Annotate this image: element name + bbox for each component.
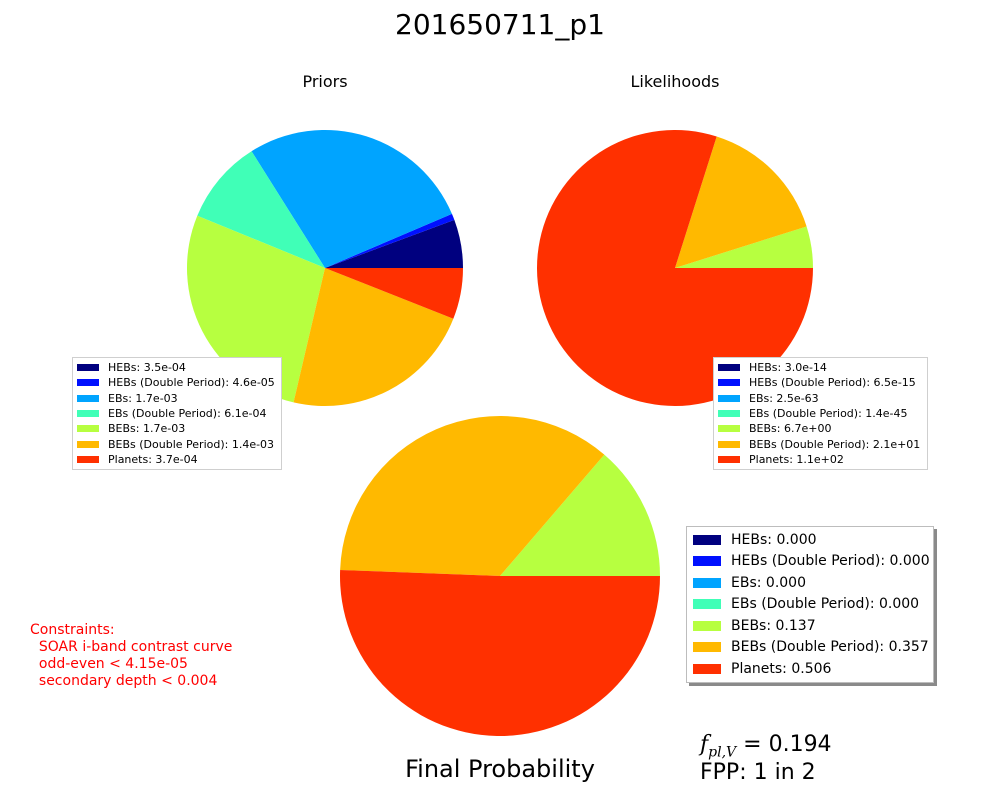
legend-swatch [693,642,721,653]
pie-slice-bebs [500,454,660,576]
pie-slice-ebs-double-period [197,151,325,268]
pie-slice-planets [340,569,660,736]
legend-entry-hebs-double-period: HEBs (Double Period): 0.000 [693,551,930,573]
legend-label: EBs (Double Period): 6.1e-04 [108,407,267,421]
legend-swatch [718,410,740,418]
legend-entry-ebs: EBs: 2.5e-63 [718,391,923,406]
legend-label: EBs (Double Period): 1.4e-45 [749,407,908,421]
legend-label: HEBs: 0.000 [731,531,817,548]
final-probability-pie-chart [340,415,660,736]
fpp-value: FPP: 1 in 2 [700,760,816,785]
legend-swatch [693,556,721,567]
legend-entry-ebs-double-period: EBs (Double Period): 0.000 [693,594,927,616]
legend-label: Planets: 3.7e-04 [108,452,198,466]
fpl-value: fpl,V = 0.194 [700,732,832,760]
legend-label: Planets: 1.1e+02 [749,452,844,466]
legend-label: BEBs (Double Period): 2.1e+01 [749,437,921,451]
legend-entry-bebs-double-period: BEBs (Double Period): 2.1e+01 [718,436,923,451]
pie-slice-ebs [251,130,452,268]
pie-slice-bebs [186,215,325,403]
legend-swatch [77,410,99,418]
legend-entry-bebs: BEBs: 0.137 [693,615,927,637]
fpl-equation: = 0.194 [736,732,832,757]
pie-slice-planets [325,268,463,319]
fpl-symbol: f [700,732,709,757]
legend-entry-ebs: EBs: 1.7e-03 [77,391,277,406]
legend-label: EBs (Double Period): 0.000 [731,596,920,613]
legend-swatch [693,577,721,588]
legend-swatch [77,455,99,463]
legend-entry-planets: Planets: 0.506 [693,658,927,680]
legend-swatch [718,425,740,433]
legend-swatch [693,620,721,631]
priors-legend: HEBs: 3.5e-04 HEBs (Double Period): 4.6e-… [72,357,282,471]
legend-label: HEBs: 3.5e-04 [108,361,186,375]
constraints-text: Constraints: SOAR i-band contrast curve … [30,622,233,689]
pie-slice-bebs-double-period [340,415,605,576]
legend-entry-ebs: EBs: 0.000 [693,572,927,594]
legend-swatch [718,455,740,463]
legend-entry-ebs-double-period: EBs (Double Period): 1.4e-45 [718,406,923,421]
legend-swatch [77,364,99,372]
legend-label: EBs: 0.000 [731,574,806,591]
pie-slice-planets [537,130,813,406]
legend-entry-bebs: BEBs: 6.7e+00 [718,421,923,436]
legend-swatch [718,440,740,448]
legend-swatch [693,534,721,545]
legend-label: EBs: 1.7e-03 [108,391,178,405]
legend-entry-bebs-double-period: BEBs (Double Period): 1.4e-03 [77,436,277,451]
legend-label: HEBs (Double Period): 0.000 [731,553,930,570]
legend-label: HEBs (Double Period): 6.5e-15 [749,376,916,390]
legend-swatch [77,425,99,433]
legend-swatch [718,379,740,387]
likelihoods-pie-chart [537,130,813,406]
legend-entry-planets: Planets: 1.1e+02 [718,452,923,467]
legend-entry-ebs-double-period: EBs (Double Period): 6.1e-04 [77,406,277,421]
legend-entry-bebs-double-period: BEBs (Double Period): 0.357 [693,637,929,659]
pie-slice-bebs [675,226,813,268]
legend-entry-planets: Planets: 3.7e-04 [77,452,277,467]
figure-title: 201650711_p1 [395,8,605,41]
final-probability-title: Final Probability [405,755,595,783]
legend-label: BEBs: 0.137 [731,617,816,634]
legend-swatch [77,394,99,402]
pie-slice-bebs-double-period [675,136,807,268]
legend-label: BEBs (Double Period): 0.357 [731,639,929,656]
legend-swatch [693,599,721,610]
legend-label: BEBs: 6.7e+00 [749,422,832,436]
legend-entry-hebs-double-period: HEBs (Double Period): 6.5e-15 [718,375,923,390]
legend-entry-hebs: HEBs: 3.5e-04 [77,360,277,375]
legend-entry-hebs: HEBs: 3.0e-14 [718,360,923,375]
fpl-subscript: pl,V [708,744,737,761]
legend-swatch [718,364,740,372]
legend-swatch [718,394,740,402]
legend-entry-hebs-double-period: HEBs (Double Period): 4.6e-05 [77,375,277,390]
legend-label: BEBs (Double Period): 1.4e-03 [108,437,275,451]
legend-swatch [77,440,99,448]
pie-slice-hebs [325,219,463,268]
priors-chart-title: Priors [302,72,348,91]
pie-slice-bebs-double-period [293,268,454,406]
likelihoods-chart-title: Likelihoods [630,72,720,91]
legend-label: Planets: 0.506 [731,660,832,677]
final-probability-legend: HEBs: 0.000 HEBs (Double Period): 0.000 EB… [686,526,934,683]
pie-slice-hebs-double-period [325,213,455,268]
legend-label: HEBs: 3.0e-14 [749,361,827,375]
legend-swatch [693,663,721,674]
legend-entry-hebs: HEBs: 0.000 [693,529,927,551]
legend-label: HEBs (Double Period): 4.6e-05 [108,376,275,390]
legend-swatch [77,379,99,387]
likelihoods-legend: HEBs: 3.0e-14 HEBs (Double Period): 6.5e-… [713,357,928,471]
legend-label: EBs: 2.5e-63 [749,391,819,405]
legend-label: BEBs: 1.7e-03 [108,422,186,436]
legend-entry-bebs: BEBs: 1.7e-03 [77,421,277,436]
priors-pie-chart [186,130,463,406]
